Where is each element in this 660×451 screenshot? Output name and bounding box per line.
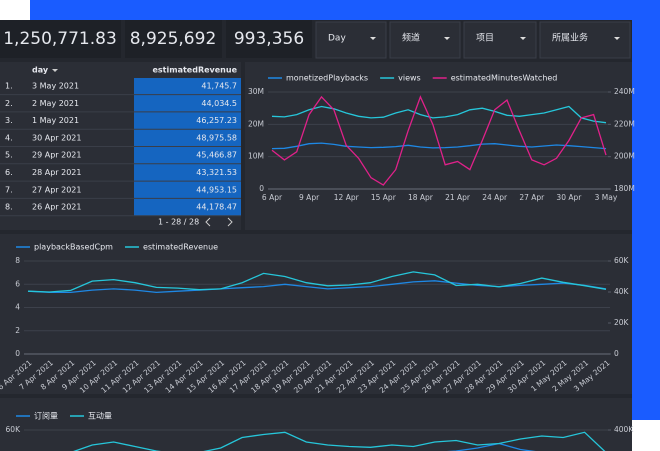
column-header: day <box>32 66 49 75</box>
pagination: 1 - 28 / 28 <box>158 218 199 227</box>
dropdown-arrow <box>614 37 620 40</box>
x-tick-label: 21 Apr <box>445 193 471 202</box>
filter-boxes <box>315 21 631 59</box>
y2-tick-label: 200M <box>614 152 635 161</box>
dropdown-arrow <box>370 37 376 40</box>
scorecard-boxes <box>0 20 312 58</box>
series-line <box>73 431 606 451</box>
row-day: 3 May 2021 <box>32 82 79 91</box>
row-revenue: 44,034.5 <box>201 99 237 108</box>
dropdown-arrow <box>520 37 526 40</box>
y-tick-label: 4 <box>15 303 20 312</box>
row-revenue: 43,321.53 <box>196 168 237 177</box>
x-tick-label: 18 Apr <box>408 193 434 202</box>
legend-label: estimatedMinutesWatched <box>451 74 558 83</box>
row-revenue: 44,178.47 <box>196 203 237 212</box>
row-day: 26 Apr 2021 <box>32 203 81 212</box>
row-revenue: 46,257.23 <box>196 116 237 125</box>
scorecard-value: 1,250,771.83 <box>3 29 117 49</box>
scorecard-value: 8,925,692 <box>130 29 217 49</box>
row-day: 1 May 2021 <box>32 116 79 125</box>
x-tick-label: 9 Apr <box>299 193 320 202</box>
row-number: 5. <box>5 151 13 160</box>
y2-tick-label: 40K <box>614 287 630 296</box>
x-tick-label: 6 Apr <box>262 193 283 202</box>
legend-label: monetizedPlaybacks <box>286 74 368 83</box>
filter-label: 频道 <box>402 32 420 44</box>
row-day: 29 Apr 2021 <box>32 151 81 160</box>
column-header: estimatedRevenue <box>152 66 237 75</box>
legend-label: views <box>398 74 421 83</box>
row-revenue: 41,745.7 <box>201 82 237 91</box>
y-tick-label: 30M <box>248 87 264 96</box>
row-number: 3. <box>5 116 13 125</box>
y-tick-label: 20M <box>248 119 264 128</box>
x-tick-label: 12 Apr <box>334 193 360 202</box>
filter-label: Day <box>328 34 346 44</box>
y2-tick-label: 220M <box>614 119 635 128</box>
page-arrows[interactable] <box>205 217 233 227</box>
y-tick-label: 10M <box>248 152 264 161</box>
legend-label: estimatedRevenue <box>143 243 218 252</box>
y-tick-label: 8 <box>15 256 20 265</box>
side-band <box>632 0 660 420</box>
filter-label: 项目 <box>476 33 494 44</box>
series-line <box>27 271 607 293</box>
row-day: 2 May 2021 <box>32 99 79 108</box>
sort-icon <box>52 69 58 72</box>
filter-label: 所属业务 <box>552 32 588 44</box>
y-tick-label: 6 <box>15 279 20 288</box>
legend-label: 互动量 <box>88 411 112 421</box>
y2-tick-label: 400K <box>614 425 634 434</box>
y2-tick-label: 240M <box>614 87 635 96</box>
row-revenue: 44,953.15 <box>196 185 237 194</box>
row-number: 4. <box>5 133 13 142</box>
x-tick-label: 24 Apr <box>482 193 508 202</box>
chart-panel <box>0 398 632 451</box>
row-number: 8. <box>5 203 13 212</box>
row-number: 1. <box>5 82 13 91</box>
x-tick-label: 30 Apr <box>556 193 582 202</box>
row-number: 2. <box>5 99 13 108</box>
dropdown-arrow <box>444 37 450 40</box>
series-line <box>271 105 607 124</box>
series-line <box>271 95 607 186</box>
y-tick-label: 2 <box>15 326 20 335</box>
y-tick-label: 0 <box>15 349 20 358</box>
y-tick-label: 0 <box>259 184 264 193</box>
row-revenue: 48,975.58 <box>196 133 237 142</box>
row-day: 27 Apr 2021 <box>32 185 81 194</box>
series-line <box>271 142 607 150</box>
y-tick-label: 60K <box>6 425 22 434</box>
row-number: 7. <box>5 185 13 194</box>
legend-label: playbackBasedCpm <box>34 243 113 252</box>
x-tick-label: 3 May <box>595 193 618 202</box>
series-line <box>27 280 607 294</box>
y2-tick-label: 20K <box>614 318 630 327</box>
x-tick-label: 27 Apr <box>519 193 545 202</box>
x-tick-label: 15 Apr <box>371 193 397 202</box>
y2-tick-label: 0 <box>614 349 619 358</box>
row-number: 6. <box>5 168 13 177</box>
row-revenue: 45,466.87 <box>196 151 237 160</box>
legend-label: 订阅量 <box>34 411 58 421</box>
y2-tick-label: 180M <box>614 184 635 193</box>
y2-tick-label: 60K <box>614 256 630 265</box>
series-line <box>446 442 536 451</box>
row-day: 30 Apr 2021 <box>32 133 81 142</box>
scorecard-value: 993,356 <box>234 29 304 49</box>
row-day: 28 Apr 2021 <box>32 168 81 177</box>
